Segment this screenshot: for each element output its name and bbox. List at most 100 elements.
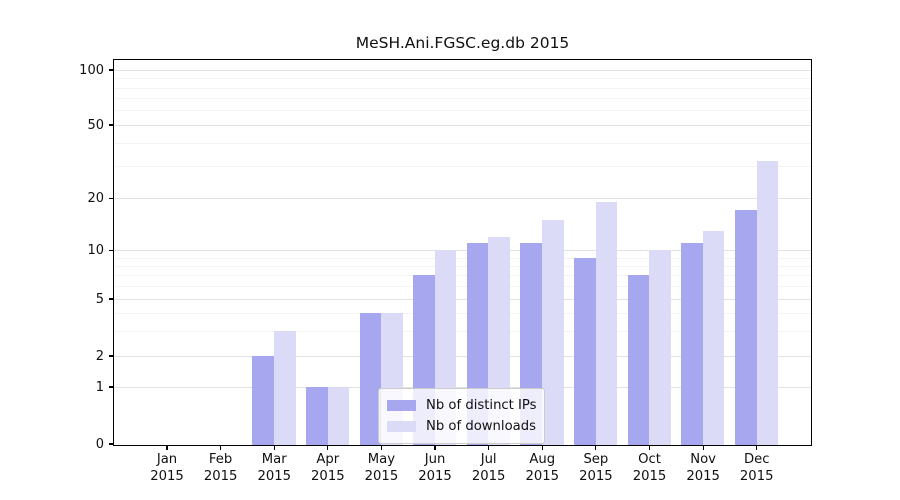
bar-distinct-ips-dec <box>734 210 757 446</box>
x-tick-month: Oct <box>638 452 661 467</box>
y-tick-label: 5 <box>95 291 104 307</box>
gridline-minor <box>114 330 811 332</box>
x-tick-mark <box>327 446 329 450</box>
x-tick-label: Sep 2015 <box>564 452 628 485</box>
bar-downloads-mar <box>274 330 296 446</box>
x-tick-year: 2015 <box>418 468 452 484</box>
x-tick-mark <box>434 446 436 450</box>
bar-downloads-apr <box>327 386 350 446</box>
x-tick-mark <box>380 446 383 450</box>
x-tick-year: 2015 <box>203 468 238 484</box>
x-tick-mark <box>648 446 651 450</box>
gridline-minor <box>114 87 811 89</box>
gridline-major <box>114 355 811 357</box>
x-tick-year: 2015 <box>632 468 667 484</box>
x-tick-label: Jun 2015 <box>403 452 467 485</box>
x-tick-label: Aug 2015 <box>510 452 574 485</box>
x-tick-year: 2015 <box>150 468 184 484</box>
x-tick-month: Nov <box>690 452 716 467</box>
gridline-minor <box>114 257 811 259</box>
y-tick-label: 100 <box>79 62 104 78</box>
legend-row-downloads: Nb of downloads <box>387 416 536 437</box>
legend-row-distinct-ips: Nb of distinct IPs <box>387 395 537 416</box>
x-tick-mark <box>166 446 168 450</box>
y-tick-mark <box>109 197 113 200</box>
gridline-minor <box>114 142 811 144</box>
y-tick-mark <box>109 443 113 445</box>
x-tick-year: 2015 <box>579 468 613 484</box>
gridline-major <box>114 250 811 252</box>
legend-label: Nb of downloads <box>426 419 536 434</box>
bar-downloads-oct <box>649 250 671 446</box>
y-tick-mark <box>109 355 113 357</box>
x-tick-year: 2015 <box>525 468 560 484</box>
x-tick-label: Oct 2015 <box>617 452 681 485</box>
x-tick-month: Jul <box>480 452 497 467</box>
x-tick-mark <box>541 446 543 450</box>
x-tick-year: 2015 <box>686 468 720 484</box>
gridline-minor <box>114 275 811 277</box>
bar-distinct-ips-may <box>359 312 382 446</box>
gridline-minor <box>114 110 811 112</box>
x-tick-year: 2015 <box>471 468 506 484</box>
x-tick-month: Jan <box>156 452 178 467</box>
y-tick-label: 1 <box>95 379 104 395</box>
bar-distinct-ips-mar <box>252 355 274 446</box>
x-tick-label: Feb 2015 <box>189 452 253 485</box>
x-tick-year: 2015 <box>364 468 399 484</box>
x-tick-label: Mar 2015 <box>242 452 306 485</box>
gridline-major <box>114 69 811 71</box>
x-tick-label: May 2015 <box>349 452 413 485</box>
bar-distinct-ips-nov <box>681 243 703 446</box>
x-tick-month: May <box>367 452 396 467</box>
y-tick-label: 50 <box>87 117 104 133</box>
x-tick-year: 2015 <box>257 468 291 484</box>
y-tick-label: 0 <box>95 436 104 452</box>
x-tick-mark <box>702 446 704 450</box>
x-tick-mark <box>595 446 597 450</box>
gridline-major <box>114 386 811 388</box>
y-tick-mark <box>109 298 113 300</box>
plot-area <box>113 59 812 446</box>
x-tick-month: Mar <box>261 452 287 467</box>
bar-downloads-nov <box>702 230 725 446</box>
x-tick-month: Apr <box>316 452 340 467</box>
x-tick-month: Jun <box>424 452 446 467</box>
y-tick-label: 10 <box>87 243 104 258</box>
gridline-minor <box>114 78 811 80</box>
y-tick-mark <box>109 249 113 252</box>
x-tick-label: Dec 2015 <box>725 452 789 485</box>
x-tick-label: Apr 2015 <box>296 452 360 485</box>
x-tick-label: Nov 2015 <box>671 452 735 485</box>
gridline-major <box>114 198 811 200</box>
x-tick-mark <box>220 446 222 450</box>
bar-distinct-ips-apr <box>306 386 328 446</box>
x-tick-month: Dec <box>743 452 770 467</box>
x-tick-label: Jul 2015 <box>457 452 521 485</box>
x-tick-mark <box>273 446 275 450</box>
y-tick-mark <box>109 69 113 71</box>
legend-swatch-downloads <box>387 421 416 432</box>
gridline-minor <box>114 165 811 167</box>
gridline-minor <box>114 265 811 267</box>
gridline-major <box>114 298 811 300</box>
bar-distinct-ips-sep <box>574 257 596 446</box>
y-tick-mark <box>109 386 113 388</box>
legend: Nb of distinct IPs Nb of downloads <box>378 388 545 444</box>
gridline-major <box>114 124 811 126</box>
y-tick-label: 2 <box>95 348 104 364</box>
x-tick-month: Feb <box>208 452 233 467</box>
x-tick-month: Aug <box>529 452 556 467</box>
gridline-minor <box>114 312 811 314</box>
legend-swatch-distinct-ips <box>387 400 416 411</box>
x-tick-year: 2015 <box>311 468 345 484</box>
bar-distinct-ips-oct <box>627 275 650 446</box>
chart-title: MeSH.Ani.FGSC.eg.db 2015 <box>355 34 570 52</box>
x-tick-month: Sep <box>583 452 609 467</box>
bar-downloads-aug <box>542 219 564 446</box>
y-tick-mark <box>109 124 113 126</box>
y-tick-label: 20 <box>87 191 104 206</box>
legend-label: Nb of distinct IPs <box>426 398 537 413</box>
